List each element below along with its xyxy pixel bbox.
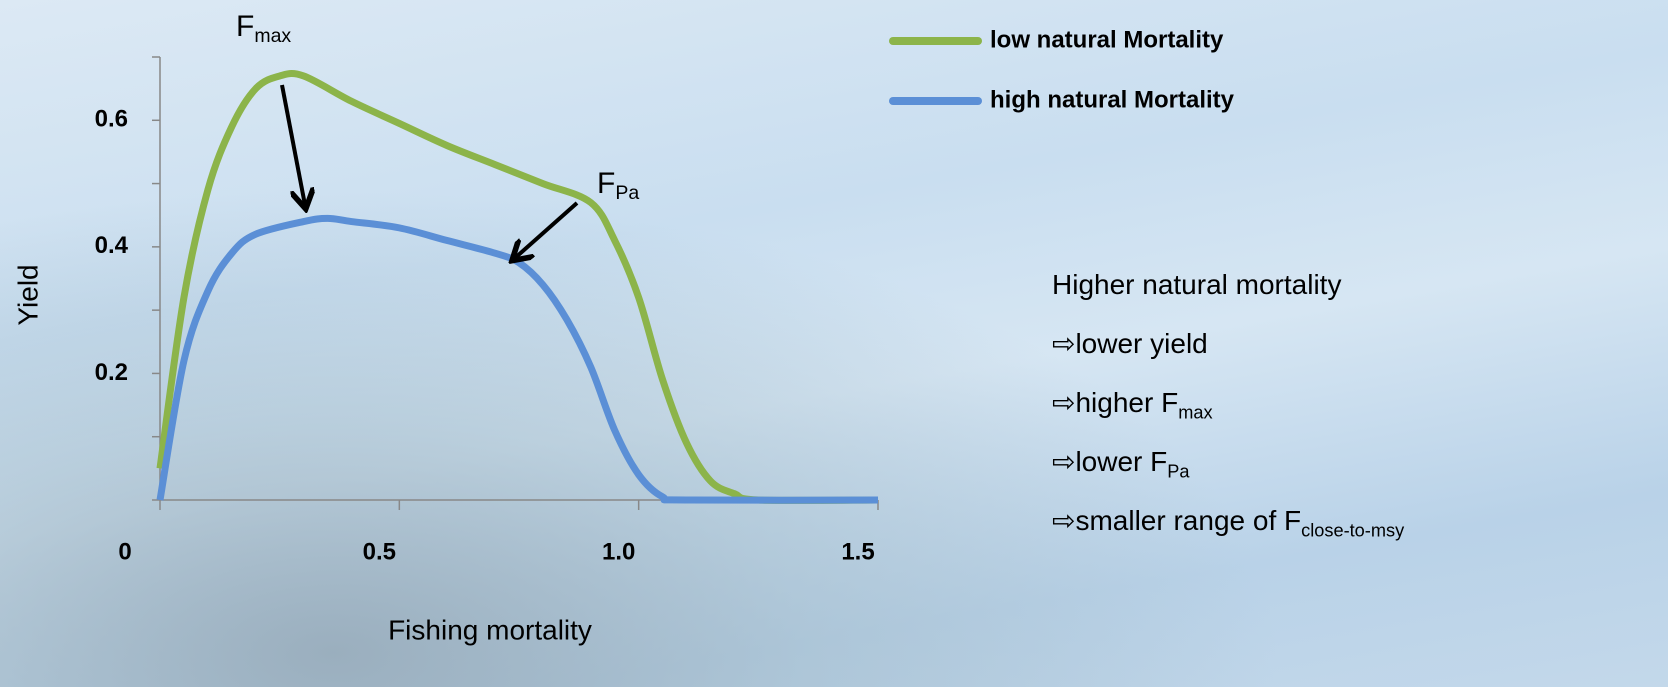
note: ⇨lower FPa <box>1052 446 1190 481</box>
legend-label: high natural Mortality <box>990 86 1235 113</box>
note-main: ⇨smaller range of F <box>1052 505 1301 536</box>
arrow <box>515 203 577 258</box>
y-tick-label: 0.2 <box>95 359 128 386</box>
x-tick-label: 1.5 <box>841 538 874 565</box>
x-axis-label: Fishing mortality <box>388 614 592 645</box>
annotation: Fmax <box>236 10 291 47</box>
note-main: ⇨lower F <box>1052 446 1167 477</box>
note-sub: close-to-msy <box>1301 520 1405 540</box>
x-tick-label: 0.5 <box>363 538 396 565</box>
x-tick-label: 0 <box>118 538 131 565</box>
note: Higher natural mortality <box>1052 269 1341 300</box>
note-sub: Pa <box>1167 461 1190 481</box>
series-line <box>160 74 878 501</box>
arrow <box>282 85 305 205</box>
x-tick-label: 1.0 <box>602 538 635 565</box>
annotation-sub: Pa <box>615 182 639 204</box>
note: ⇨higher Fmax <box>1052 387 1213 422</box>
series-line <box>160 218 878 500</box>
note-main: ⇨higher F <box>1052 387 1178 418</box>
legend-label: low natural Mortality <box>990 26 1224 53</box>
y-axis-label: Yield <box>12 264 43 325</box>
note-main: Higher natural mortality <box>1052 269 1341 300</box>
note-main: ⇨lower yield <box>1052 328 1208 359</box>
note: ⇨smaller range of Fclose-to-msy <box>1052 505 1405 540</box>
annotation-main: F <box>236 10 254 43</box>
y-tick-label: 0.4 <box>95 232 129 259</box>
y-tick-label: 0.6 <box>95 106 128 133</box>
annotation-main: F <box>597 167 615 200</box>
annotation-sub: max <box>254 25 291 47</box>
note: ⇨lower yield <box>1052 328 1208 359</box>
note-sub: max <box>1178 402 1212 422</box>
chart: Fishing mortality Yield 0.2 0.4 0.6 0 0.5 1.0… <box>0 0 1668 687</box>
annotation: FPa <box>597 167 639 204</box>
